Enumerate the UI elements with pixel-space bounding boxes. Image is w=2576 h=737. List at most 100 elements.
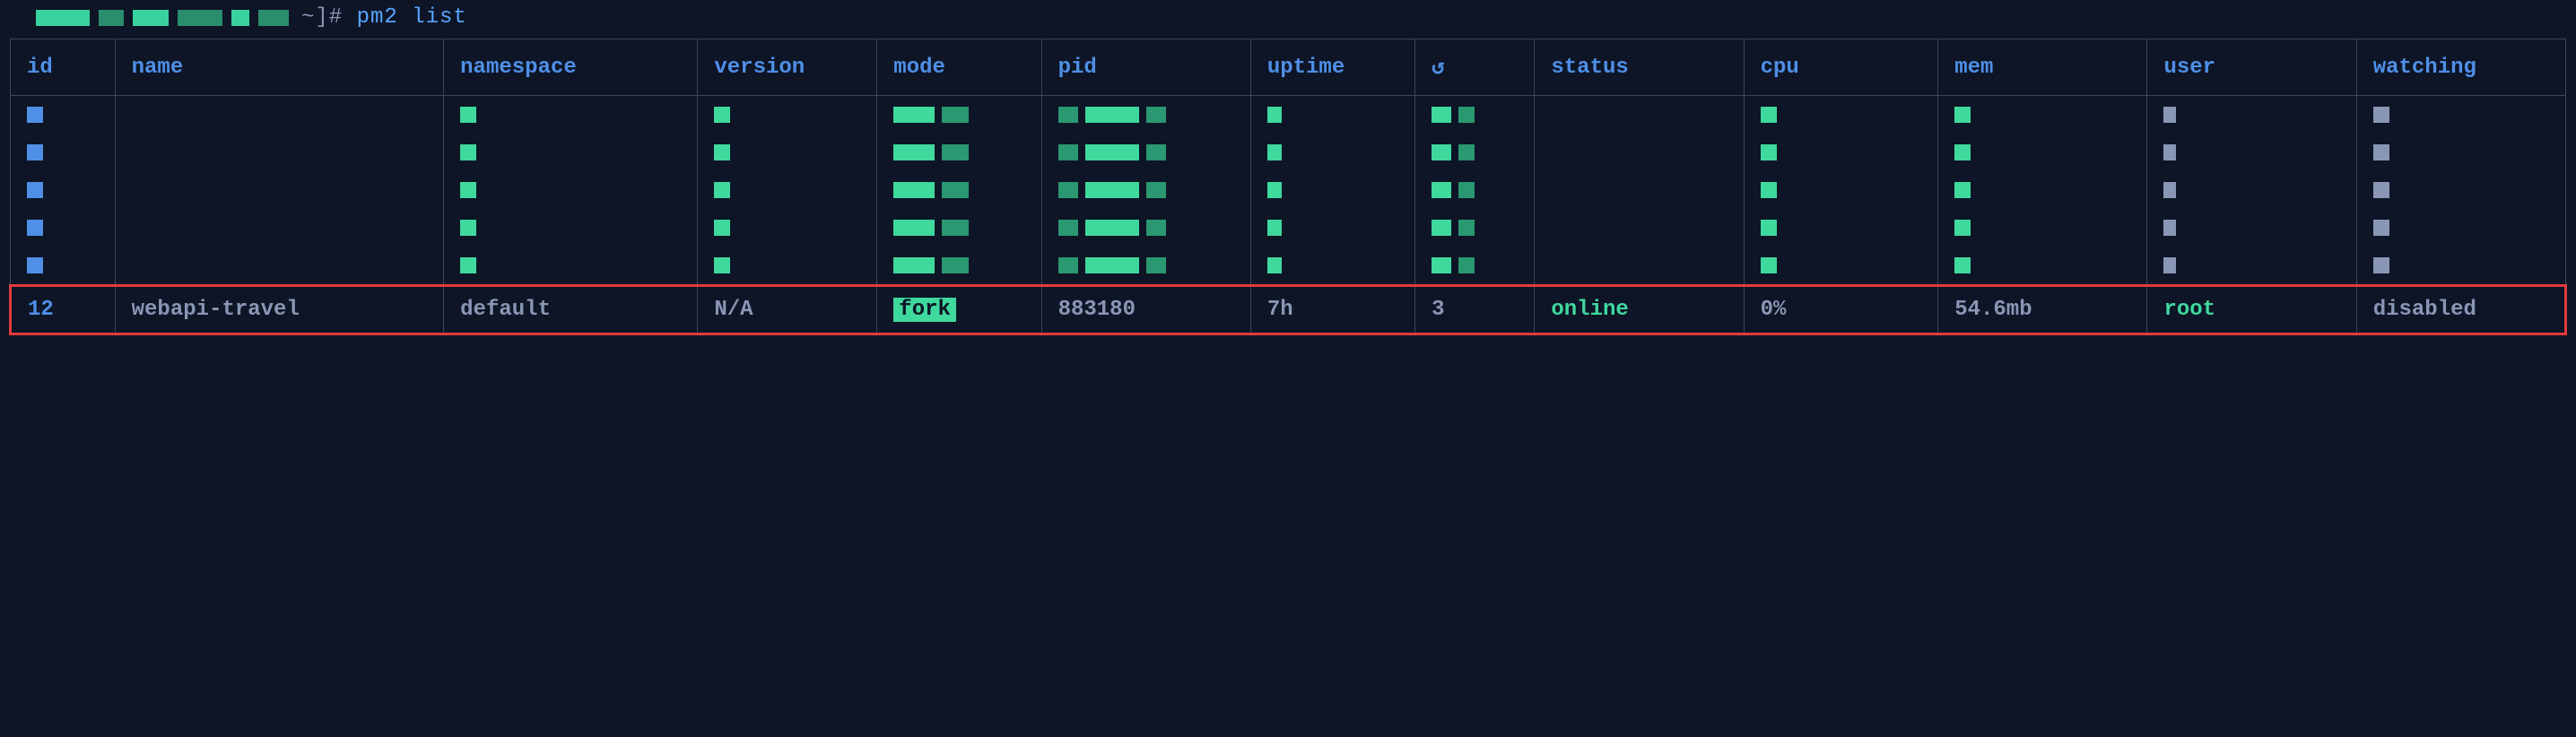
cell-version [698, 134, 877, 171]
col-uptime: uptime [1250, 39, 1414, 96]
cell-watching [2356, 247, 2565, 286]
value-mode: fork [893, 298, 956, 322]
cell-reloads [1415, 209, 1535, 247]
cell-status [1535, 96, 1744, 134]
cell-name [115, 247, 444, 286]
cell-pid: 883180 [1041, 286, 1250, 334]
cell-version [698, 171, 877, 209]
cell-namespace [444, 209, 698, 247]
cell-version [698, 96, 877, 134]
table-body: 12 webapi-travel default N/A fork 883180 7h 3 on… [11, 96, 2566, 334]
cell-mode [877, 96, 1041, 134]
cell-pid [1041, 96, 1250, 134]
cell-cpu [1744, 96, 1938, 134]
cell-mem: 54.6mb [1938, 286, 2147, 334]
host-redacted [36, 10, 289, 26]
cell-watching [2356, 96, 2565, 134]
cell-uptime [1250, 171, 1414, 209]
cell-name [115, 209, 444, 247]
table-row-redacted [11, 96, 2566, 134]
cell-mode [877, 209, 1041, 247]
value-user: root [2163, 298, 2215, 322]
cell-mode [877, 247, 1041, 286]
cell-cpu [1744, 134, 1938, 171]
col-version: version [698, 39, 877, 96]
cell-status: online [1535, 286, 1744, 334]
col-name: name [115, 39, 444, 96]
cell-user [2147, 134, 2356, 171]
cell-name [115, 134, 444, 171]
cell-namespace: default [444, 286, 698, 334]
table-header-row: id name namespace version mode pid uptim… [11, 39, 2566, 96]
value-namespace: default [460, 298, 551, 322]
cell-reloads: 3 [1415, 286, 1535, 334]
cell-mem [1938, 171, 2147, 209]
value-name: webapi-travel [132, 298, 300, 322]
cell-name: webapi-travel [115, 286, 444, 334]
cell-name [115, 171, 444, 209]
col-cpu: cpu [1744, 39, 1938, 96]
cell-status [1535, 209, 1744, 247]
value-reloads: 3 [1432, 298, 1444, 322]
cell-pid [1041, 171, 1250, 209]
value-watching: disabled [2373, 298, 2476, 322]
cell-uptime [1250, 134, 1414, 171]
table-row-redacted [11, 171, 2566, 209]
command[interactable]: pm2 list [357, 5, 467, 30]
cell-reloads [1415, 134, 1535, 171]
prompt-text: ~]# pm2 list [301, 5, 467, 30]
col-status: status [1535, 39, 1744, 96]
col-user: user [2147, 39, 2356, 96]
cell-user [2147, 247, 2356, 286]
value-status: online [1551, 298, 1628, 322]
cell-cpu [1744, 171, 1938, 209]
cell-version [698, 247, 877, 286]
cell-mode [877, 134, 1041, 171]
value-cpu: 0% [1761, 298, 1787, 322]
cell-id [11, 171, 116, 209]
cell-mem [1938, 209, 2147, 247]
prompt-suffix: ~]# [301, 5, 357, 30]
cell-user: root [2147, 286, 2356, 334]
cell-user [2147, 96, 2356, 134]
cell-cpu [1744, 209, 1938, 247]
col-id: id [11, 39, 116, 96]
cell-reloads [1415, 171, 1535, 209]
col-pid: pid [1041, 39, 1250, 96]
cell-status [1535, 134, 1744, 171]
cell-watching [2356, 209, 2565, 247]
cell-version [698, 209, 877, 247]
cell-id [11, 247, 116, 286]
cell-cpu: 0% [1744, 286, 1938, 334]
col-mode: mode [877, 39, 1041, 96]
value-version: N/A [714, 298, 753, 322]
cell-namespace [444, 134, 698, 171]
value-uptime: 7h [1267, 298, 1293, 322]
cell-id: 12 [11, 286, 116, 334]
pm2-list-table: id name namespace version mode pid uptim… [9, 39, 2567, 335]
col-reloads: ↺ [1415, 39, 1535, 96]
col-watching: watching [2356, 39, 2565, 96]
cell-watching [2356, 134, 2565, 171]
cell-namespace [444, 96, 698, 134]
cell-reloads [1415, 96, 1535, 134]
value-mem: 54.6mb [1954, 298, 2032, 322]
terminal-window: ~]# pm2 list id name namespace version m… [0, 0, 2576, 353]
cell-uptime [1250, 247, 1414, 286]
value-id: 12 [28, 298, 54, 322]
cell-id [11, 134, 116, 171]
cell-mem [1938, 96, 2147, 134]
col-namespace: namespace [444, 39, 698, 96]
table-row-redacted [11, 209, 2566, 247]
cell-status [1535, 171, 1744, 209]
cell-watching [2356, 171, 2565, 209]
table-row-redacted [11, 134, 2566, 171]
cell-uptime [1250, 96, 1414, 134]
cell-cpu [1744, 247, 1938, 286]
cell-version: N/A [698, 286, 877, 334]
cell-mode [877, 171, 1041, 209]
cell-id [11, 96, 116, 134]
cell-name [115, 96, 444, 134]
cell-namespace [444, 247, 698, 286]
cell-mem [1938, 134, 2147, 171]
